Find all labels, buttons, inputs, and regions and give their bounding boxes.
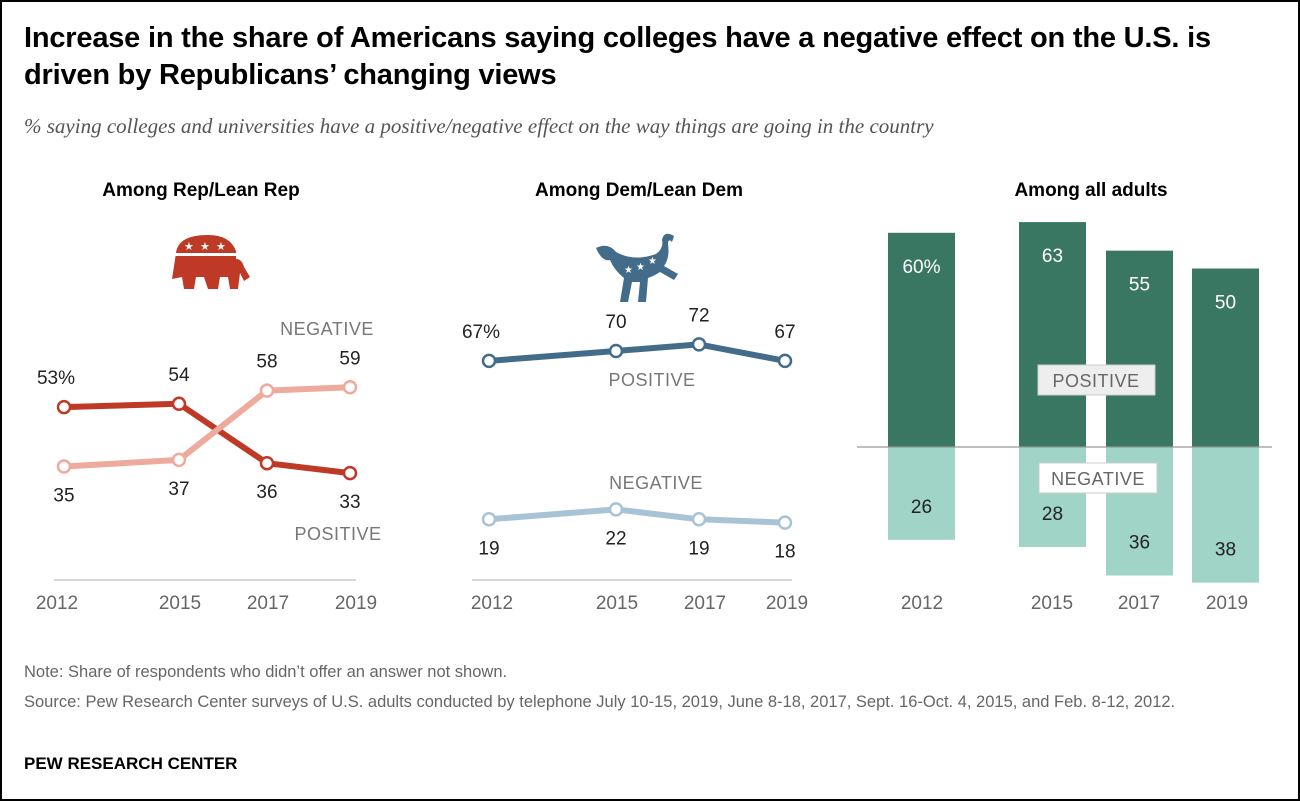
data-label: 50 [1215,293,1236,314]
panel-title-dem: Among Dem/Lean Dem [535,180,743,201]
data-point [481,512,497,527]
data-label: 67 [774,322,795,343]
data-point [259,455,275,471]
data-label: 60% [902,257,940,278]
data-label: 28 [1042,504,1063,525]
data-label: 18 [774,542,795,563]
bar-positive [1019,222,1086,447]
data-label: 35 [53,486,74,507]
data-label: 26 [911,497,932,518]
data-label: 63 [1042,246,1063,267]
x-tick-label: 2019 [335,593,377,614]
data-point [56,399,72,415]
pew-logo-text: PEW RESEARCH CENTER [24,754,238,773]
x-tick-label: 2017 [684,593,726,614]
series-line-positive [488,341,786,364]
series-line-negative [63,384,351,470]
data-label: 19 [688,538,709,559]
data-label: 36 [256,482,277,503]
series-label-positive: POSITIVE [294,524,381,544]
bar-positive [1106,250,1173,447]
x-tick-label: 2019 [1206,593,1248,614]
svg-text:★: ★ [216,241,226,253]
chart-source: Source: Pew Research Center surveys of U… [24,693,1176,711]
series-label-negative: NEGATIVE [609,473,703,493]
chart-title: Increase in the share of Americans sayin… [24,22,1211,91]
series-label-positive: POSITIVE [1052,371,1139,391]
data-label: 59 [339,348,360,369]
svg-text:★: ★ [184,241,194,253]
data-label: 53% [37,368,75,389]
data-label: 67% [462,322,500,343]
data-label: 72 [688,305,709,326]
bar-negative [1192,447,1259,583]
x-tick-label: 2019 [766,593,808,614]
republican-elephant-icon: ★ ★ ★ [172,235,250,289]
svg-text:★: ★ [648,256,657,267]
data-label: 55 [1129,275,1150,296]
panel-title-all: Among all adults [1014,180,1168,201]
data-point [342,380,358,395]
series-label-box-negative [1038,462,1158,494]
data-label: 33 [339,492,360,513]
bar-positive [1192,268,1259,447]
bar-positive [888,232,955,447]
data-label: 58 [256,352,277,373]
series-line-positive [63,400,351,477]
data-point [691,337,707,352]
series-label-positive: POSITIVE [608,370,695,390]
data-point [171,452,187,468]
data-point [608,343,624,359]
x-tick-label: 2012 [471,593,513,614]
data-point [56,459,72,474]
democratic-donkey-icon: ★ ★★ [596,233,678,302]
svg-text:★: ★ [200,241,210,253]
data-point [342,465,358,481]
data-label: 36 [1129,533,1150,554]
series-label-negative: NEGATIVE [1051,469,1145,489]
data-label: 70 [605,312,626,333]
bar-negative [888,447,955,540]
svg-text:★: ★ [624,265,633,276]
data-point [259,383,275,398]
data-label: 37 [168,479,189,500]
x-tick-label: 2017 [247,593,289,614]
x-tick-label: 2017 [1118,593,1160,614]
data-label: 38 [1215,540,1236,561]
series-label-negative: NEGATIVE [280,319,374,339]
data-point [777,515,793,530]
data-label: 22 [605,528,626,549]
x-tick-label: 2015 [596,593,638,614]
x-tick-label: 2012 [901,593,943,614]
x-tick-label: 2015 [1031,593,1073,614]
bar-negative [1019,447,1086,547]
data-label: 19 [478,538,499,559]
series-label-box-positive [1037,364,1156,396]
data-point [777,353,793,369]
data-point [481,353,497,369]
chart-note: Note: Share of respondents who didn’t of… [24,663,508,681]
data-label: 54 [168,365,190,386]
data-point [691,512,707,527]
chart-subtitle: % saying colleges and universities have … [24,114,934,138]
panel-title-rep: Among Rep/Lean Rep [102,180,300,201]
data-point [171,396,187,412]
data-point [608,502,624,517]
x-tick-label: 2012 [36,593,78,614]
x-tick-label: 2015 [159,593,201,614]
series-line-negative [488,506,786,526]
svg-text:★: ★ [636,262,645,273]
